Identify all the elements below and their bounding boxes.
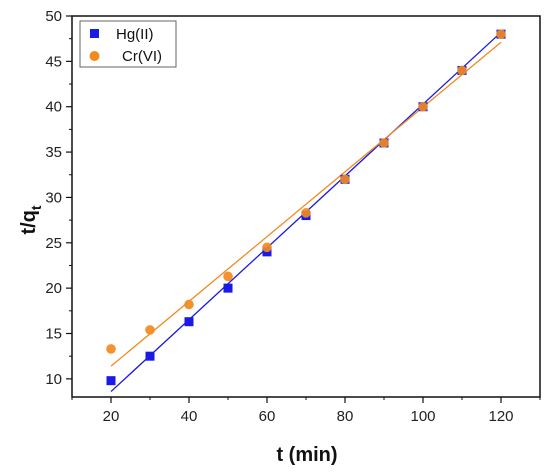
x-tick-label: 20 xyxy=(103,408,120,425)
y-axis-title: t/qt xyxy=(18,205,44,234)
cr-point xyxy=(379,138,389,148)
hg-point xyxy=(223,283,233,293)
cr-point xyxy=(301,208,311,218)
legend: Hg(II) Cr(VI) xyxy=(79,20,177,68)
data-points xyxy=(106,29,506,386)
y-tick-label: 50 xyxy=(45,8,62,25)
cr-point xyxy=(145,325,155,335)
hg-point xyxy=(184,317,194,327)
cr-point xyxy=(340,174,350,185)
y-tick-label: 15 xyxy=(45,326,62,343)
legend-label-cr: Cr(VI) xyxy=(122,48,162,65)
y-axis-title-main: t/q xyxy=(18,210,40,234)
legend-marker-cr xyxy=(89,51,100,61)
cr-point xyxy=(106,344,116,354)
x-tick-label: 120 xyxy=(488,408,513,425)
y-tick-label: 40 xyxy=(45,99,62,116)
cr-point xyxy=(184,299,194,310)
x-tick-label: 80 xyxy=(337,408,354,425)
hg-point xyxy=(145,351,155,361)
y-axis: 10 15 20 25 30 35 40 45 50 xyxy=(45,8,72,388)
x-axis: 20 40 60 80 100 120 xyxy=(71,397,541,425)
y-tick-label: 45 xyxy=(45,53,62,70)
x-tick-label: 60 xyxy=(259,408,276,425)
x-axis-title: t (min) xyxy=(276,444,337,466)
x-tick-label: 100 xyxy=(410,408,435,425)
legend-marker-hg xyxy=(90,29,99,38)
y-tick-label: 30 xyxy=(45,189,62,206)
y-tick-label: 25 xyxy=(45,235,62,252)
cr-point xyxy=(223,271,233,282)
hg-point xyxy=(106,376,116,386)
y-tick-label: 20 xyxy=(45,280,62,297)
x-tick-label: 40 xyxy=(181,408,198,425)
cr-point xyxy=(418,101,428,112)
cr-fit-line xyxy=(110,41,502,367)
y-tick-label: 10 xyxy=(45,371,62,388)
y-tick-label: 35 xyxy=(45,144,62,161)
cr-point xyxy=(262,242,272,253)
y-axis-title-subscript: t xyxy=(28,205,44,210)
legend-label-hg: Hg(II) xyxy=(116,26,154,43)
cr-point xyxy=(457,65,467,76)
cr-point xyxy=(496,29,506,39)
